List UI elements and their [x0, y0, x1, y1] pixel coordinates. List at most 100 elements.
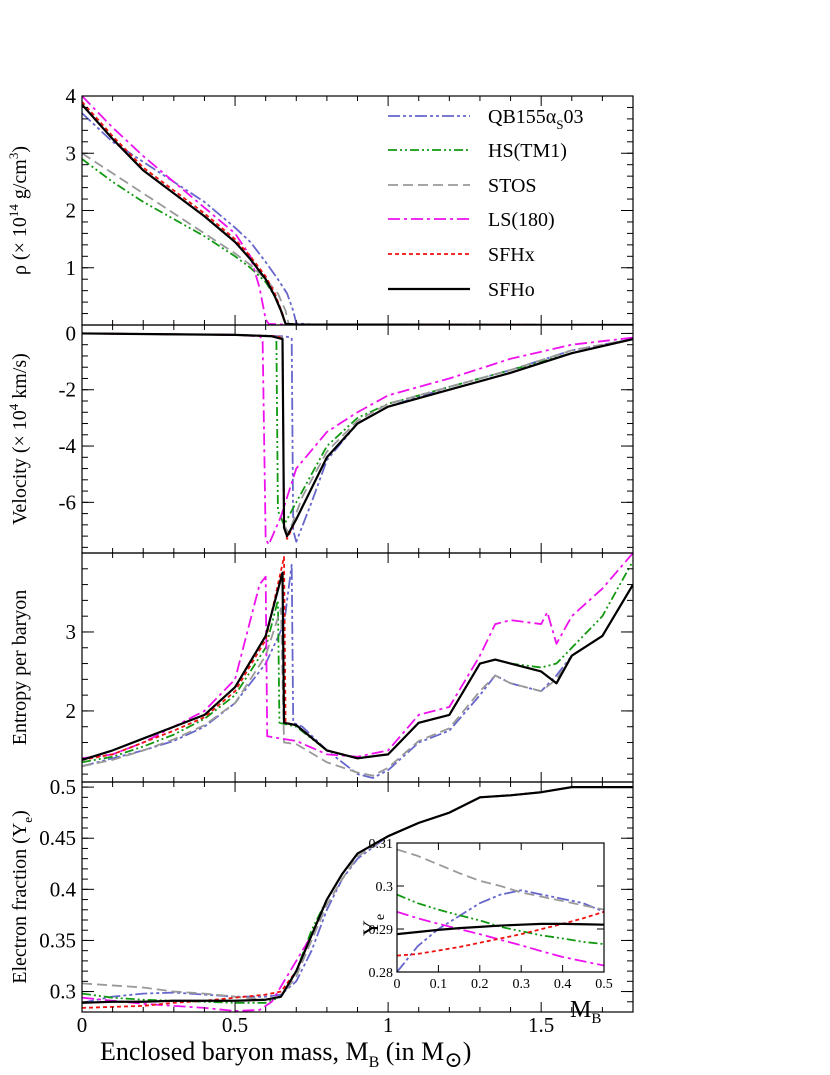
label-part: e: [20, 817, 35, 823]
series-line-1: [82, 332, 633, 526]
series-line-2: [82, 152, 633, 325]
inset-x-axis-label: MB: [570, 997, 601, 1027]
x-tick-label: 0: [77, 1013, 88, 1037]
y-tick-label: 3: [66, 620, 77, 644]
label-part: QB155α: [488, 106, 557, 128]
inset-x-tick-label: 0: [394, 977, 401, 992]
label-part: B: [369, 1054, 380, 1071]
y-tick-label: -2: [59, 378, 77, 402]
legend-label-0: QB155αS03: [488, 106, 584, 132]
label-part: g/cm: [9, 159, 31, 204]
series-line-0: [82, 112, 633, 325]
inset-y-tick-label: 0.31: [369, 837, 394, 852]
inset-x-tick-label: 0.1: [430, 977, 448, 992]
legend-label-3: LS(180): [488, 209, 555, 231]
inset-y-tick-label: 0.29: [369, 923, 394, 938]
label-part: Y: [358, 920, 383, 936]
series-line-5: [82, 786, 633, 1004]
series-line-3: [82, 96, 633, 325]
label-part: 3: [6, 153, 21, 160]
label-part: ρ (× 10: [9, 217, 31, 275]
y-tick-label: 1: [66, 256, 77, 280]
series-line-0: [82, 332, 633, 543]
legend-label-1: HS(TM1): [488, 140, 567, 162]
series-line-3: [82, 332, 633, 546]
y-tick-label: 2: [66, 199, 77, 223]
label-part: Electron fraction (Y: [9, 823, 31, 984]
y-tick-label: 4: [66, 84, 77, 108]
label-part: (in M: [379, 1037, 444, 1066]
label-part: e: [373, 914, 388, 920]
y-tick-label: 0.5: [50, 775, 76, 799]
x-tick-label: 0.5: [222, 1013, 248, 1037]
series-line-4: [82, 332, 633, 540]
series-line-1: [82, 158, 633, 325]
x-tick-label: 1.5: [528, 1013, 554, 1037]
x-tick-label: 1: [383, 1013, 394, 1037]
y-tick-label: -6: [59, 490, 77, 514]
label-part: km/s): [9, 353, 31, 404]
inset-y-axis-label: Ye: [358, 914, 388, 936]
y-tick-label: 0.3: [50, 980, 76, 1004]
label-part: 4: [6, 403, 21, 410]
legend-label-2: STOS: [488, 175, 537, 197]
inset-y-tick-label: 0.28: [369, 966, 394, 981]
panel-frame: [81, 552, 634, 783]
label-part: Entropy per baryon: [9, 590, 31, 746]
label-part: 14: [6, 204, 21, 218]
series-line-2: [82, 584, 633, 777]
label-part: ): [9, 146, 31, 153]
legend: QB155αS03 HS(TM1) STOS LS(180) SFHx SFHo: [388, 106, 584, 301]
y-axis-label: Entropy per baryon: [9, 590, 31, 746]
label-part: SFHx: [488, 244, 535, 266]
label-part: S: [556, 117, 563, 132]
label-part: LS(180): [488, 209, 555, 231]
label-part: M: [570, 997, 591, 1023]
label-part: 03: [564, 106, 584, 128]
legend-label-4: SFHx: [488, 244, 535, 266]
series-line-0: [397, 889, 604, 972]
y-axis-label: ρ (× 1014 g/cm3): [6, 146, 31, 275]
label-part: SFHo: [488, 279, 535, 301]
series-line-1: [397, 893, 604, 945]
panel-velocity: 0 -2 -4 -6 Velocity (× 104 km/s): [6, 321, 634, 554]
label-part: ⊙: [444, 1047, 462, 1072]
inset-y-tick-label: 0.3: [376, 880, 394, 895]
y-tick-label: -4: [59, 434, 77, 458]
series-line-4: [397, 910, 604, 957]
series-line-5: [82, 332, 633, 538]
series-line-5: [82, 571, 633, 761]
series-line-3: [397, 910, 604, 967]
inset-x-tick-label: 0.3: [512, 977, 530, 992]
series-line-5: [397, 922, 604, 936]
label-part: B: [591, 1011, 601, 1027]
series-line-2: [397, 848, 604, 911]
label-part: Enclosed baryon mass, M: [100, 1037, 369, 1066]
inset-background: [397, 843, 604, 972]
inset-x-tick-label: 0.2: [471, 977, 489, 992]
y-tick-label: 2: [66, 699, 77, 723]
y-axis-label: Velocity (× 104 km/s): [6, 353, 31, 525]
series-line-5: [82, 103, 633, 325]
y-axis-label: Electron fraction (Ye): [9, 810, 35, 984]
label-part: ): [463, 1037, 472, 1066]
label-part: STOS: [488, 175, 537, 197]
series-line-3: [82, 553, 633, 760]
series-line-0: [82, 563, 633, 779]
label-part: ): [9, 810, 31, 817]
y-tick-label: 0: [66, 321, 77, 345]
label-part: Velocity (× 10: [9, 410, 31, 525]
inset: 0 0.1 0.2 0.3 0.4 0.5 0.28 0.29 0.3 0.31 MB Ye: [358, 837, 613, 1027]
inset-x-tick-label: 0.4: [554, 977, 572, 992]
label-part: HS(TM1): [488, 140, 567, 162]
y-tick-label: 0.45: [39, 826, 76, 850]
y-tick-label: 3: [66, 141, 77, 165]
legend-label-5: SFHo: [488, 279, 535, 301]
inset-x-tick-label: 0.5: [595, 977, 613, 992]
panel-entropy: 2 3 Entropy per baryon: [9, 552, 634, 783]
x-axis-label: Enclosed baryon mass, MB (in M⊙): [100, 1037, 471, 1072]
inset-frame: [396, 842, 605, 973]
series-line-2: [82, 332, 633, 535]
